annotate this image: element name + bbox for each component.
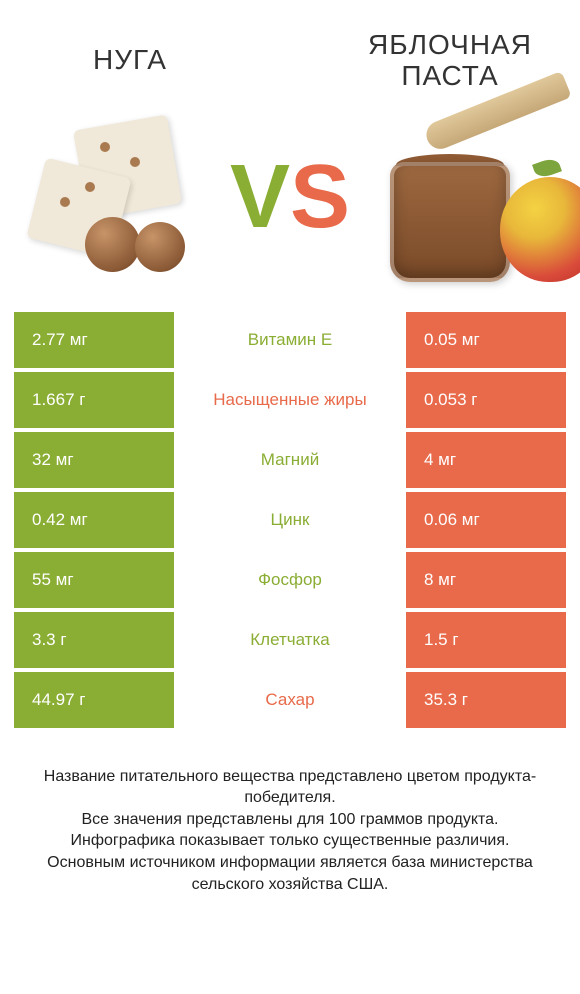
table-row: 2.77 мгВитамин E0.05 мг	[14, 312, 566, 368]
table-row: 0.42 мгЦинк0.06 мг	[14, 492, 566, 548]
footer-notes: Название питательного вещества представл…	[0, 732, 580, 896]
table-row: 32 мгМагний4 мг	[14, 432, 566, 488]
nutrient-label: Сахар	[174, 672, 406, 728]
value-left: 44.97 г	[14, 672, 174, 728]
value-left: 1.667 г	[14, 372, 174, 428]
value-left: 32 мг	[14, 432, 174, 488]
footer-line: Название питательного вещества представл…	[24, 766, 556, 809]
table-row: 1.667 гНасыщенные жиры0.053 г	[14, 372, 566, 428]
nutrient-label: Витамин E	[174, 312, 406, 368]
image-row: VS	[0, 102, 580, 312]
value-right: 1.5 г	[406, 612, 566, 668]
table-row: 3.3 гКлетчатка1.5 г	[14, 612, 566, 668]
product-image-right	[360, 102, 560, 292]
footer-line: Все значения представлены для 100 граммо…	[24, 809, 556, 831]
footer-line: Инфографика показывает только существенн…	[24, 830, 556, 852]
nutrient-label: Магний	[174, 432, 406, 488]
value-left: 0.42 мг	[14, 492, 174, 548]
title-right: ЯБЛОЧНАЯ ПАСТА	[350, 30, 550, 92]
value-right: 0.053 г	[406, 372, 566, 428]
footer-line: Основным источником информации является …	[24, 852, 556, 895]
product-image-left	[20, 102, 220, 292]
nutrient-label: Клетчатка	[174, 612, 406, 668]
nutrient-label: Цинк	[174, 492, 406, 548]
nougat-icon	[30, 112, 210, 282]
vs-v: V	[230, 152, 290, 242]
value-left: 2.77 мг	[14, 312, 174, 368]
value-right: 4 мг	[406, 432, 566, 488]
value-left: 3.3 г	[14, 612, 174, 668]
table-row: 44.97 гСахар35.3 г	[14, 672, 566, 728]
nutrient-label: Насыщенные жиры	[174, 372, 406, 428]
vs-s: S	[290, 152, 350, 242]
nutrient-label: Фосфор	[174, 552, 406, 608]
value-right: 35.3 г	[406, 672, 566, 728]
apple-paste-icon	[360, 102, 560, 292]
comparison-table: 2.77 мгВитамин E0.05 мг1.667 гНасыщенные…	[0, 312, 580, 728]
value-right: 0.06 мг	[406, 492, 566, 548]
value-right: 0.05 мг	[406, 312, 566, 368]
table-row: 55 мгФосфор8 мг	[14, 552, 566, 608]
value-right: 8 мг	[406, 552, 566, 608]
title-left: НУГА	[30, 45, 230, 76]
header: НУГА ЯБЛОЧНАЯ ПАСТА	[0, 0, 580, 102]
value-left: 55 мг	[14, 552, 174, 608]
vs-label: VS	[230, 152, 350, 242]
